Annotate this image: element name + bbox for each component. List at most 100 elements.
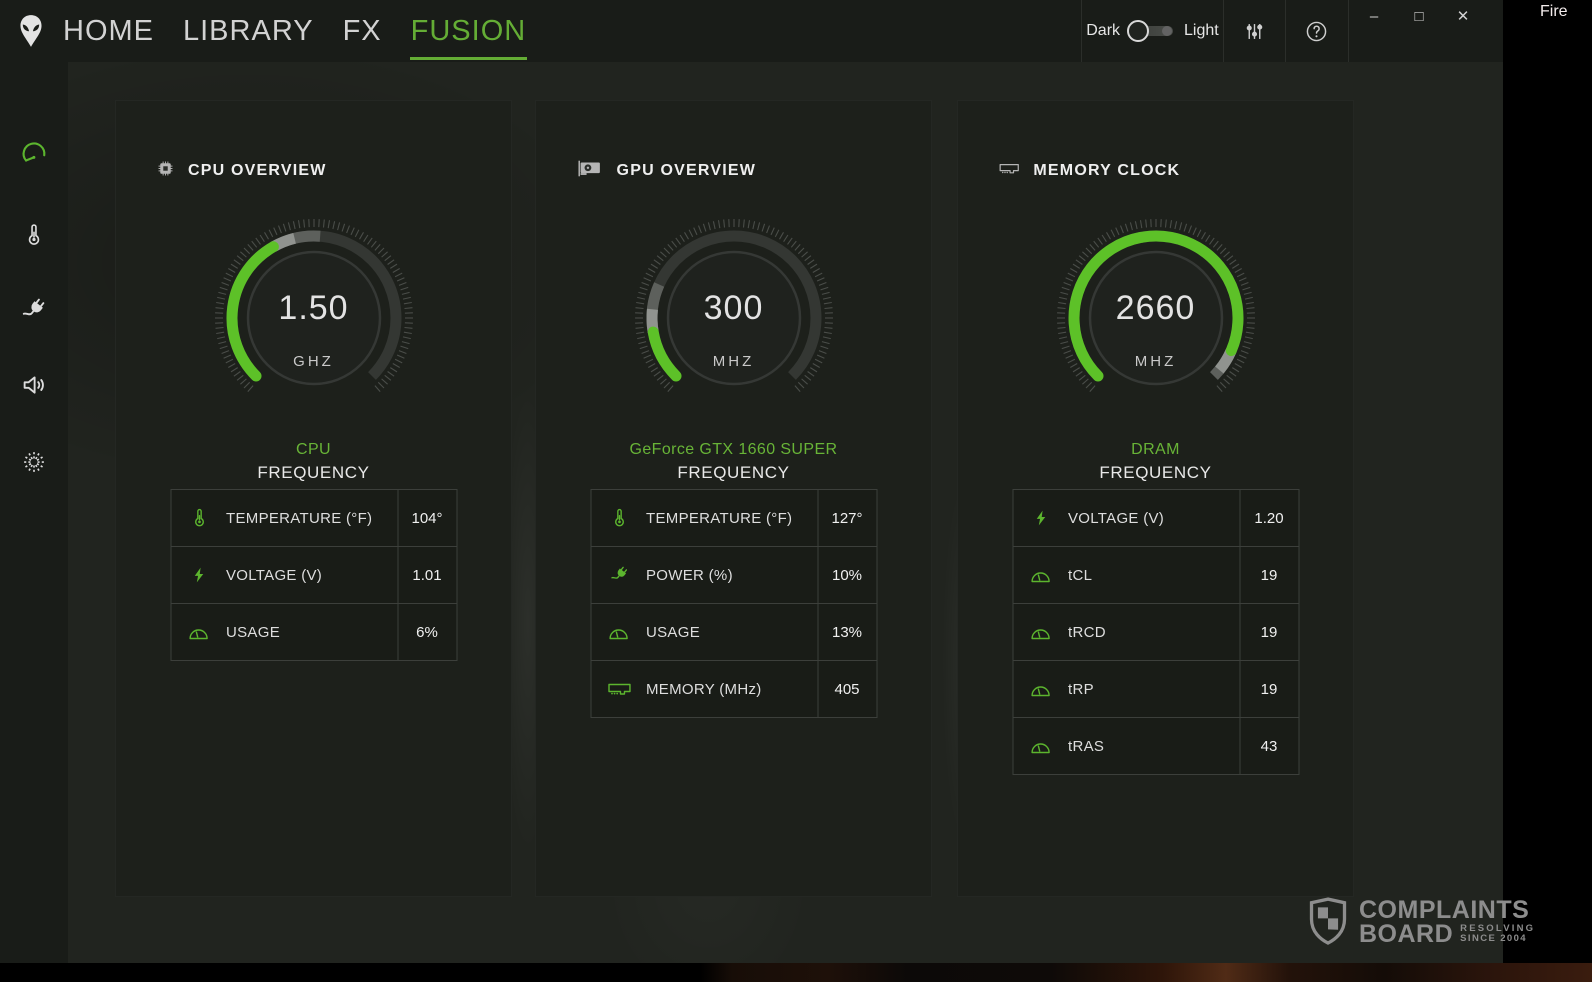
tab-home[interactable]: HOME	[63, 14, 154, 47]
stat-label: TEMPERATURE (°F)	[226, 509, 373, 527]
tab-library[interactable]: LIBRARY	[183, 14, 314, 47]
plug-icon	[605, 564, 633, 586]
thermometer-icon	[605, 507, 633, 529]
frequency-gauge: 300 MHZ	[629, 213, 839, 423]
help-button[interactable]	[1285, 0, 1348, 62]
stat-label-cell: tRP	[1013, 661, 1239, 717]
light-label: Light	[1184, 22, 1219, 39]
panel-cpu-overview: CPU OVERVIEW 1.50 GHZ CPU FREQUENCY TEMPERA…	[115, 100, 512, 897]
burst-icon	[19, 447, 49, 482]
stat-label: USAGE	[226, 623, 281, 641]
stat-label-cell: MEMORY (MHz)	[591, 661, 817, 717]
gauge-label-secondary: FREQUENCY	[1099, 463, 1212, 482]
stat-value: 10%	[817, 547, 876, 603]
gauge-value: 2660	[1115, 289, 1196, 327]
stat-value: 13%	[817, 604, 876, 660]
stat-value: 19	[1239, 661, 1298, 717]
stat-value: 104°	[397, 490, 456, 546]
stat-label: VOLTAGE (V)	[1068, 509, 1165, 527]
help-icon	[1306, 21, 1327, 41]
gauge-value: 1.50	[278, 289, 349, 327]
plug-icon	[19, 295, 49, 330]
panel-title: CPU OVERVIEW	[188, 162, 327, 179]
table-row: tRP 19	[1013, 661, 1298, 718]
table-row: TEMPERATURE (°F) 127°	[591, 490, 876, 547]
bolt-icon	[185, 564, 213, 586]
watermark-line2: BOARD	[1359, 920, 1454, 948]
table-row: USAGE 13%	[591, 604, 876, 661]
close-button[interactable]: ✕	[1456, 8, 1470, 25]
stat-label: tRCD	[1068, 623, 1106, 641]
frequency-gauge-dial	[1056, 219, 1255, 392]
fusion-dashboard: CPU OVERVIEW 1.50 GHZ CPU FREQUENCY TEMPERA…	[68, 62, 1503, 963]
gauge-icon	[1027, 735, 1055, 757]
gauge-icon	[1027, 564, 1055, 586]
alienware-logo[interactable]	[13, 12, 49, 50]
sidebar-item-power[interactable]	[0, 283, 68, 341]
frequency-gauge: 2660 MHZ	[1051, 213, 1261, 423]
stat-label: TEMPERATURE (°F)	[646, 509, 793, 527]
gauge-icon	[185, 621, 213, 643]
stats-table: VOLTAGE (V) 1.20 tCL 19 tRCD 19 tRP 19 tRAS 4…	[1012, 489, 1299, 775]
background-video-strip	[0, 963, 1592, 982]
sidebar-item-overclock[interactable]	[0, 435, 68, 493]
stat-value: 127°	[817, 490, 876, 546]
theme-toggle[interactable]: Dark Light	[1082, 0, 1223, 62]
toggle-knob[interactable]	[1127, 20, 1150, 42]
sidebar-item-thermal[interactable]	[0, 208, 68, 266]
minimize-button[interactable]: –	[1369, 7, 1379, 25]
stat-value: 405	[817, 661, 876, 717]
stat-label-cell: POWER (%)	[591, 547, 817, 603]
frequency-gauge-dial	[214, 219, 413, 392]
stat-label-cell: tRCD	[1013, 604, 1239, 660]
stat-label-cell: USAGE	[591, 604, 817, 660]
titlebar-separator	[1081, 0, 1082, 62]
complaintsboard-watermark: COMPLAINTS BOARD RESOLVING SINCE 2004	[1306, 897, 1535, 947]
tab-fx[interactable]: FX	[342, 14, 382, 47]
watermark-line1: COMPLAINTS	[1359, 896, 1530, 924]
table-row: TEMPERATURE (°F) 104°	[171, 490, 456, 547]
sidebar-item-audio[interactable]	[0, 358, 68, 416]
background-window-strip	[1503, 0, 1592, 982]
gauge-label-secondary: FREQUENCY	[257, 463, 370, 482]
theme-toggle-track[interactable]	[1127, 20, 1174, 42]
thermometer-icon	[185, 507, 213, 529]
panel-title: MEMORY CLOCK	[1033, 162, 1181, 179]
alienware-command-center-window: HOME LIBRARY FX FUSION Dark Light	[0, 0, 1503, 963]
panel-gpu-overview: GPU OVERVIEW 300 MHZ GeForce GTX 1660 SUPE…	[535, 100, 932, 897]
titlebar-separator	[1348, 0, 1349, 62]
dark-label: Dark	[1086, 22, 1121, 39]
shield-icon	[1309, 897, 1347, 945]
stat-value: 43	[1239, 718, 1298, 774]
stat-label: POWER (%)	[646, 566, 733, 584]
gauge-label-primary: GeForce GTX 1660 SUPER	[629, 441, 838, 458]
cpu-chip-icon	[156, 159, 175, 183]
panel-header: GPU OVERVIEW	[576, 159, 756, 183]
stat-label: tRP	[1068, 680, 1094, 698]
settings-sliders-button[interactable]	[1223, 0, 1285, 62]
tab-fusion[interactable]: FUSION	[409, 0, 528, 62]
stat-label: USAGE	[646, 623, 701, 641]
panel-title: GPU OVERVIEW	[616, 162, 757, 179]
speedometer-icon	[19, 139, 49, 174]
table-row: tCL 19	[1013, 547, 1298, 604]
speaker-icon	[19, 370, 49, 405]
titlebar-separator	[1223, 0, 1224, 62]
maximize-button[interactable]: □	[1414, 7, 1424, 25]
stat-value: 1.20	[1239, 490, 1298, 546]
gauge-label-secondary: FREQUENCY	[677, 463, 790, 482]
stats-table: TEMPERATURE (°F) 127° POWER (%) 10% USAGE 1…	[590, 489, 877, 718]
ram-icon	[605, 678, 633, 700]
gauge-icon	[1027, 678, 1055, 700]
thermometer-icon	[21, 222, 47, 253]
stat-value: 1.01	[397, 547, 456, 603]
gpu-card-icon	[576, 159, 604, 183]
gauge-value: 300	[703, 289, 764, 327]
bolt-icon	[1027, 507, 1055, 529]
stat-label-cell: tRAS	[1013, 718, 1239, 774]
titlebar-separator	[1285, 0, 1286, 62]
gauge-icon	[1027, 621, 1055, 643]
sidebar-item-overview[interactable]	[0, 127, 68, 185]
stat-label-cell: TEMPERATURE (°F)	[171, 490, 397, 546]
